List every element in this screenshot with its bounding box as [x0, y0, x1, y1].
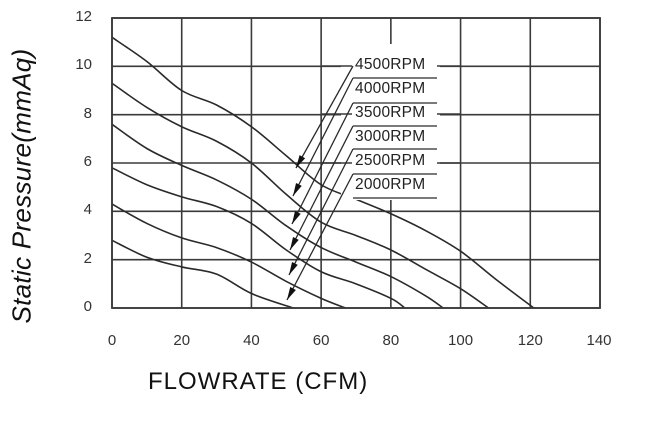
legend-label-4000rpm: 4000RPM [354, 80, 427, 97]
x-tick-label: 120 [517, 332, 543, 349]
x-tick-label: 60 [312, 332, 330, 349]
arrow-head-icon [290, 236, 299, 250]
y-tick-label: 4 [83, 201, 92, 219]
curve-4500rpm [111, 36, 535, 309]
legend-pointer [295, 65, 354, 169]
y-tick-label: 0 [83, 298, 92, 315]
legend-label-2000rpm: 2000RPM [354, 176, 427, 193]
curve-2000rpm [111, 239, 294, 309]
y-tick-label: 10 [75, 56, 92, 74]
arrow-head-icon [289, 261, 298, 275]
x-tick-label: 140 [586, 332, 612, 349]
x-tick-label: 80 [382, 332, 400, 349]
curve-3500rpm [111, 123, 444, 309]
legend-pointer [286, 173, 354, 301]
legend-pointer [288, 148, 354, 276]
x-axis-title: FLOWRATE (CFM) [148, 368, 369, 395]
legend-label-2500rpm: 2500RPM [354, 152, 427, 169]
legend-pointer [289, 125, 354, 251]
legend-label-3000rpm: 3000RPM [354, 128, 427, 145]
y-tick-label: 8 [83, 104, 92, 122]
x-tick-label: 20 [173, 332, 191, 349]
arrow-head-icon [293, 182, 302, 196]
y-tick-label: 6 [83, 153, 92, 170]
y-axis-title: Static Pressure(mmAq) [6, 48, 37, 324]
legend-label-4500rpm: 4500RPM [354, 56, 427, 73]
x-tick-label: 0 [107, 332, 117, 349]
legend-pointer [291, 102, 354, 225]
plot-frame [111, 17, 601, 309]
x-tick-label: 40 [243, 332, 260, 349]
y-tick-label: 2 [83, 249, 92, 267]
arrow-head-icon [287, 286, 296, 300]
curve-4000rpm [111, 82, 489, 309]
arrow-head-icon [296, 155, 306, 168]
legend-pointer [292, 77, 354, 197]
x-tick-label: 100 [448, 332, 474, 349]
curves [111, 36, 535, 309]
legend-label-3500rpm: 3500RPM [354, 104, 427, 121]
curve-3000rpm [111, 167, 406, 309]
arrow-head-icon [292, 210, 301, 224]
y-tick-label: 12 [75, 8, 92, 25]
curve-2500rpm [111, 203, 346, 309]
